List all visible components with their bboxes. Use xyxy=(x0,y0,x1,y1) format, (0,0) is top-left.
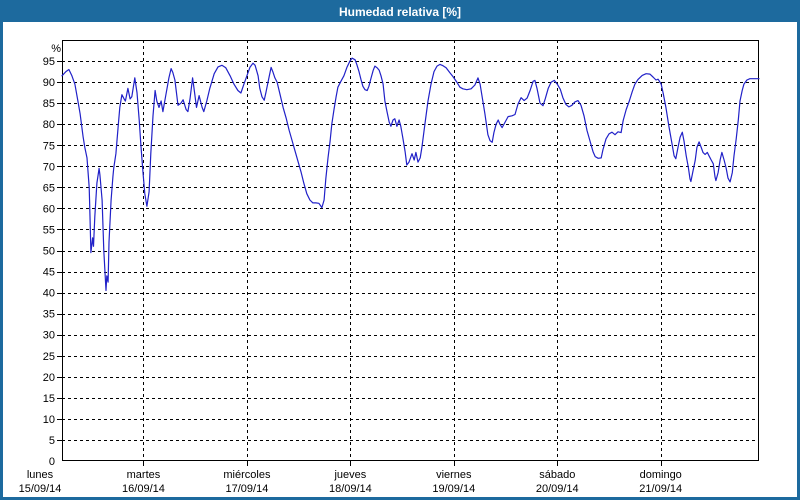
y-tick-label: 15 xyxy=(43,393,55,405)
y-tick-label: 70 xyxy=(43,161,55,173)
y-tick-label: 75 xyxy=(43,140,55,152)
y-tick-label: 0 xyxy=(49,456,55,468)
y-tick-label: 50 xyxy=(43,246,55,258)
page-title: Humedad relativa [%] xyxy=(338,5,462,19)
x-day-name-label: jueves xyxy=(333,469,366,481)
y-axis-unit-label: % xyxy=(51,43,61,55)
axis-ticks xyxy=(57,61,662,466)
x-day-date-label: 18/09/14 xyxy=(329,483,372,495)
title-bar: Humedad relativa [%] xyxy=(3,3,797,22)
y-tick-label: 55 xyxy=(43,224,55,236)
y-tick-label: 30 xyxy=(43,330,55,342)
x-day-date-label: 15/09/14 xyxy=(19,483,62,495)
y-tick-label: 90 xyxy=(43,77,55,89)
y-tick-label: 5 xyxy=(49,435,55,447)
y-tick-label: 95 xyxy=(43,56,55,68)
x-day-date-label: 17/09/14 xyxy=(226,483,269,495)
x-day-date-label: 20/09/14 xyxy=(536,483,579,495)
plot-border xyxy=(62,40,759,461)
y-tick-label: 65 xyxy=(43,182,55,194)
y-tick-label: 45 xyxy=(43,267,55,279)
x-day-date-label: 19/09/14 xyxy=(432,483,475,495)
y-tick-label: 20 xyxy=(43,372,55,384)
x-day-date-label: 21/09/14 xyxy=(639,483,682,495)
y-tick-label: 25 xyxy=(43,351,55,363)
y-tick-label: 80 xyxy=(43,119,55,131)
y-tick-label: 40 xyxy=(43,288,55,300)
chart-area: 0 5 10 15 20 25 30 35 40 45 50 55 60 65 70 75 80 85 90 95% l… xyxy=(3,22,797,497)
humidity-series-line xyxy=(61,57,760,292)
y-tick-label: 60 xyxy=(43,203,55,215)
x-day-date-label: 16/09/14 xyxy=(122,483,165,495)
x-day-name-label: martes xyxy=(127,469,161,481)
horizontal-gridlines xyxy=(62,61,759,441)
x-axis-labels: lunes 15/09/14 martes 16/09/14 miércoles 17/0… xyxy=(19,469,683,495)
humidity-line-chart: 0 5 10 15 20 25 30 35 40 45 50 55 60 65 70 75 80 85 90 95% l… xyxy=(19,40,760,495)
y-tick-label: 35 xyxy=(43,309,55,321)
x-day-name-label: miércoles xyxy=(223,469,271,481)
y-tick-label: 85 xyxy=(43,98,55,110)
vertical-gridlines xyxy=(143,40,662,461)
x-day-name-label: sábado xyxy=(539,469,575,481)
x-day-name-label: viernes xyxy=(436,469,472,481)
y-tick-label: 10 xyxy=(43,414,55,426)
y-axis-labels: 0 5 10 15 20 25 30 35 40 45 50 55 60 65 70 75 80 85 90 95% xyxy=(43,43,61,468)
x-day-name-label: lunes xyxy=(27,469,54,481)
x-day-name-label: domingo xyxy=(640,469,682,481)
